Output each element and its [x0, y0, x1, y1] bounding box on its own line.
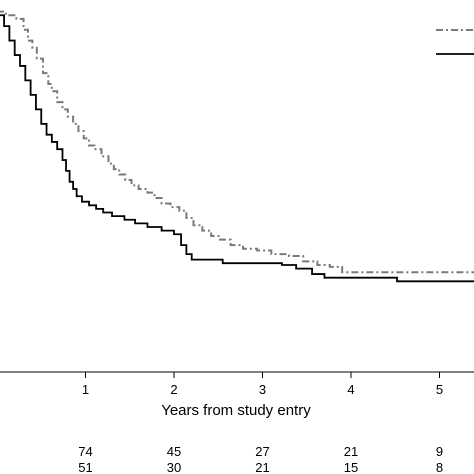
- risk-count-row2-t5: 8: [436, 460, 443, 474]
- x-tick-label-2: 2: [170, 382, 177, 397]
- x-ticks: 1 2 3 4 5: [82, 372, 443, 397]
- x-axis-title: Years from study entry: [161, 402, 311, 419]
- plot-area: 1 2 3 4 5: [0, 10, 474, 397]
- curve-solid: [0, 14, 474, 283]
- legend: [436, 29, 474, 55]
- x-tick-label-1: 1: [82, 382, 89, 397]
- x-tick-label-4: 4: [347, 382, 354, 397]
- survival-curves: [0, 10, 474, 283]
- risk-count-row1-t2: 45: [167, 444, 181, 459]
- risk-count-row1-t5: 9: [436, 444, 443, 459]
- risk-count-row2-t3: 21: [255, 460, 269, 474]
- risk-count-row2-t1: 51: [78, 460, 92, 474]
- x-tick-label-3: 3: [259, 382, 266, 397]
- curve-dash-dot: [0, 10, 474, 274]
- x-tick-label-5: 5: [436, 382, 443, 397]
- risk-count-row1-t1: 74: [78, 444, 92, 459]
- risk-count-row2-t2: 30: [167, 460, 181, 474]
- risk-count-row2-t4: 15: [344, 460, 358, 474]
- risk-count-row1-t4: 21: [344, 444, 358, 459]
- number-at-risk-table: 74 45 27 21 951 30 21 15 8: [78, 444, 443, 474]
- risk-count-row1-t3: 27: [255, 444, 269, 459]
